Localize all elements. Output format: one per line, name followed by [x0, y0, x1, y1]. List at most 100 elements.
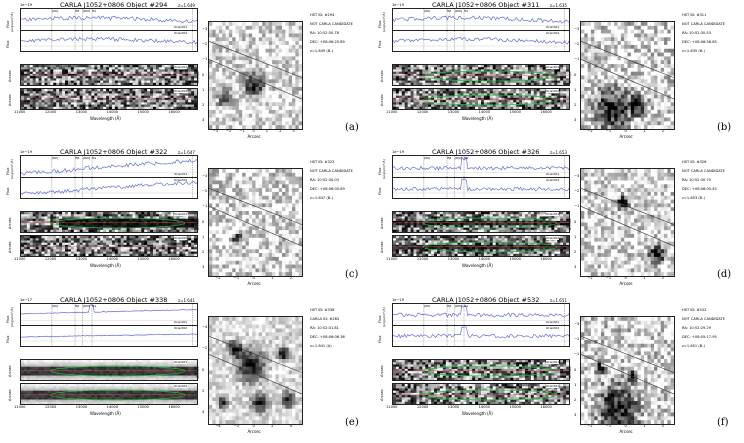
- wavelength-tick: 15000: [509, 257, 521, 261]
- wavelength-tick: 14000: [478, 110, 491, 114]
- flux-plot-orient02: [20, 325, 198, 347]
- orient02-label: Orient02: [546, 178, 560, 182]
- wavelength-tick: 11000: [14, 110, 26, 114]
- emission-line-label: Hα: [464, 304, 469, 308]
- orient01-label: Orient01: [174, 320, 188, 324]
- cutout-y-tick: 1: [574, 382, 577, 387]
- object-info-line: RA: 10:52:31.81: [310, 326, 339, 330]
- flux-plot-orient01: [392, 155, 570, 179]
- object-info-line: DEC: +08:06:25.89: [310, 40, 345, 44]
- object-info-line: HST ID: #326: [682, 160, 707, 164]
- flux-unit-label: [erg/s/cm²/Å]: [10, 12, 14, 32]
- flux-unit-label: [erg/s/cm²/Å]: [382, 159, 386, 179]
- wavelength-tick: 16000: [540, 110, 552, 114]
- cutout-y-tick: −4: [202, 324, 208, 329]
- arcsec-axis-label: Arcsec: [8, 365, 12, 377]
- cutout-x-tick: 2: [289, 276, 292, 280]
- object-info-line: NOT CARLA CANDIDATE: [682, 317, 725, 321]
- cutout-y-tick: 4: [202, 410, 205, 415]
- object-info-line: HST ID: #294: [310, 13, 335, 17]
- direct-image-cutout: [580, 316, 675, 425]
- sci-exponent: 1e−19: [392, 298, 405, 302]
- flux-plot-orient02: [20, 177, 198, 199]
- emission-line-label: [OII]: [51, 156, 59, 160]
- panel-letter: (e): [345, 417, 359, 428]
- wavelength-tick: 12000: [44, 110, 57, 114]
- emission-line-label: Hβ: [447, 9, 452, 13]
- cutout-y-tick: −3: [202, 173, 208, 178]
- wavelength-tick: 11000: [386, 110, 398, 114]
- spectrum-2d-orient02: [20, 383, 198, 405]
- cutout-y-axis-label: Arcsec: [196, 365, 200, 378]
- emission-line-label: Hα: [92, 9, 97, 13]
- cutout-x-tick: −1: [239, 129, 245, 133]
- wavelength-tick: 13000: [75, 405, 88, 409]
- cutout-y-tick: 1: [202, 234, 205, 239]
- wavelength-axis-label: Wavelength (Å): [462, 116, 493, 121]
- cutout-y-tick: 0: [202, 72, 205, 77]
- flux-axis-label: Flux: [378, 187, 382, 195]
- arcsec-axis-label: Arcsec: [380, 70, 384, 82]
- wavelength-axis-label: Wavelength (Å): [462, 263, 493, 268]
- cutout-y-tick: −2: [202, 188, 208, 193]
- flux-axis-label: Flux: [378, 335, 382, 343]
- cutout-y-tick: −2: [574, 188, 580, 193]
- flux-plot-orient01: [20, 303, 198, 327]
- object-info-line: RA: 10:52:29.29: [682, 326, 711, 330]
- direct-image-cutout: [208, 316, 303, 425]
- panel-title: CARLA J1052+0806 Object #532: [432, 296, 540, 304]
- object-info-line: z=1.635 (B-): [682, 49, 705, 53]
- spectrum-2d-orient01: [20, 64, 198, 86]
- orient02-label: Orient02: [174, 384, 188, 388]
- wavelength-tick: 13000: [75, 110, 88, 114]
- orient01-label: Orient01: [546, 172, 560, 176]
- cutout-x-tick: 2: [271, 424, 274, 428]
- object-info-line: DEC: +08:06:06.36: [310, 335, 345, 339]
- orient01-label: Orient01: [174, 172, 188, 176]
- object-info-line: HST ID: #311: [682, 13, 707, 17]
- wavelength-axis-label: Wavelength (Å): [90, 263, 121, 268]
- orient01-label: Orient01: [546, 360, 560, 364]
- emission-line-label: [OII]: [51, 9, 59, 13]
- cutout-x-tick: −2: [587, 424, 593, 428]
- flux-axis-label: Flux: [6, 187, 10, 195]
- cutout-x-tick: −1: [605, 424, 612, 428]
- panel-title: CARLA J1052+0806 Object #311: [432, 1, 540, 9]
- emission-line-label: Hβ: [75, 156, 80, 160]
- cutout-y-tick: 2: [202, 103, 205, 108]
- emission-line-label: Hα: [92, 304, 97, 308]
- object-info-line: RA: 10:52:30.70: [682, 178, 711, 182]
- object-info-line: DEC: +08:05:17.95: [682, 335, 717, 339]
- wavelength-tick: 12000: [416, 257, 429, 261]
- object-info-line: RA: 10:52:30.03: [310, 178, 339, 182]
- panel-letter: (d): [717, 269, 732, 280]
- wavelength-tick: 16000: [168, 257, 180, 261]
- panel-title: CARLA J1052+0806 Object #322: [60, 148, 168, 156]
- cutout-y-tick: 1: [202, 87, 205, 92]
- cutout-x-tick: 0: [252, 424, 255, 428]
- cutout-y-tick: 2: [574, 103, 577, 108]
- figure-panel-c: CARLA J1052+0806 Object #322 z=1.647 1e−19…: [0, 147, 372, 295]
- flux-plot-orient01: [20, 155, 198, 179]
- cutout-x-tick: 2: [279, 129, 282, 133]
- flux-unit-label: [erg/s/cm²/Å]: [10, 307, 14, 327]
- cutout-y-tick: −1: [574, 204, 580, 209]
- cutout-x-tick: 1: [271, 276, 274, 280]
- flux-plot-orient01: [20, 8, 198, 32]
- cutout-y-tick: −1: [202, 204, 208, 209]
- spectrum-2d-orient02: [392, 235, 570, 257]
- flux-unit-label: [erg/s/cm²/Å]: [382, 307, 386, 327]
- wavelength-axis-label: Wavelength (Å): [90, 116, 121, 121]
- arcsec-axis-label: Arcsec: [380, 241, 384, 253]
- cutout-y-axis-label: Arcsec: [196, 217, 200, 230]
- cutout-y-tick: 2: [574, 398, 577, 403]
- object-info-line: z=1.647 (B-): [310, 196, 333, 200]
- sci-exponent: 1e−19: [20, 150, 33, 154]
- object-info-line: z=1.649 (B-): [310, 49, 333, 53]
- wavelength-tick: 14000: [478, 257, 491, 261]
- cutout-y-tick: 1: [574, 234, 577, 239]
- cutout-x-tick: 0: [624, 424, 627, 428]
- orient02-label: Orient02: [546, 236, 560, 240]
- wavelength-tick: 12000: [44, 257, 57, 261]
- object-info-line: NOT CARLA CANDIDATE: [310, 169, 353, 173]
